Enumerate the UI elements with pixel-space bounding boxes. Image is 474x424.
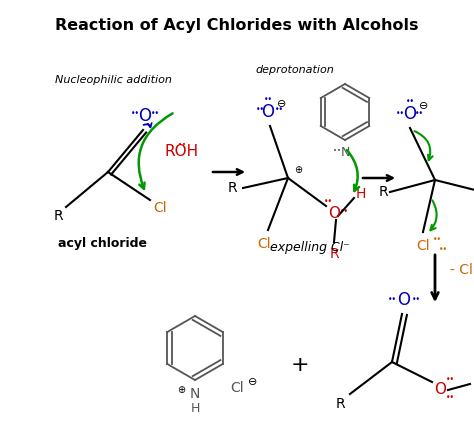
Text: deprotonation: deprotonation [255, 65, 334, 75]
Text: ••: •• [438, 245, 447, 254]
Text: ••: •• [274, 106, 283, 114]
Text: Nucleophilic addition: Nucleophilic addition [55, 75, 172, 85]
Text: O: O [138, 107, 152, 125]
Text: ••: •• [414, 109, 423, 118]
Text: ••: •• [130, 109, 139, 118]
Text: R: R [53, 209, 63, 223]
Text: N: N [190, 387, 200, 401]
Text: H: H [356, 187, 366, 201]
Text: ••: •• [411, 296, 420, 304]
FancyArrowPatch shape [144, 123, 152, 127]
Text: ••: •• [255, 106, 264, 114]
Text: +: + [291, 355, 310, 375]
Text: R: R [227, 181, 237, 195]
FancyArrowPatch shape [347, 150, 359, 191]
Text: ROH: ROH [165, 145, 199, 159]
FancyArrowPatch shape [430, 201, 437, 230]
Text: ••: •• [264, 95, 273, 104]
Text: ••: •• [446, 376, 455, 385]
Text: O: O [434, 382, 446, 398]
Text: ••: •• [339, 207, 348, 217]
Text: ⊖: ⊖ [419, 101, 428, 111]
Text: ••: •• [151, 109, 159, 118]
Text: ••: •• [432, 235, 441, 245]
Text: O: O [398, 291, 410, 309]
Text: ••: •• [323, 198, 332, 206]
Text: ••: •• [178, 142, 186, 148]
Text: ••: •• [333, 148, 341, 154]
Text: Cl: Cl [257, 237, 271, 251]
Text: R: R [379, 185, 389, 199]
Text: H: H [191, 402, 200, 415]
Text: Reaction of Acyl Chlorides with Alcohols: Reaction of Acyl Chlorides with Alcohols [55, 18, 419, 33]
Text: ⊖: ⊖ [277, 99, 287, 109]
Text: O: O [328, 206, 340, 221]
Text: ⊕: ⊕ [177, 385, 185, 395]
Text: R: R [329, 247, 339, 261]
Text: ••: •• [446, 393, 455, 402]
Text: acyl chloride: acyl chloride [58, 237, 147, 251]
Text: R: R [335, 397, 345, 411]
Text: O: O [262, 103, 274, 121]
FancyArrowPatch shape [139, 113, 173, 189]
Text: - Cl: - Cl [450, 263, 473, 277]
Text: Cl: Cl [416, 239, 430, 253]
Text: N: N [340, 147, 350, 159]
FancyArrowPatch shape [415, 131, 433, 160]
Text: Cl: Cl [230, 381, 244, 395]
Text: ••: •• [405, 98, 414, 106]
Text: ⊖: ⊖ [248, 377, 258, 387]
Text: ••: •• [395, 109, 404, 118]
Text: ⊕: ⊕ [294, 165, 302, 175]
Text: expelling Cl⁻: expelling Cl⁻ [270, 242, 350, 254]
Text: Cl: Cl [153, 201, 167, 215]
Text: ••: •• [388, 296, 396, 304]
Text: O: O [403, 105, 417, 123]
